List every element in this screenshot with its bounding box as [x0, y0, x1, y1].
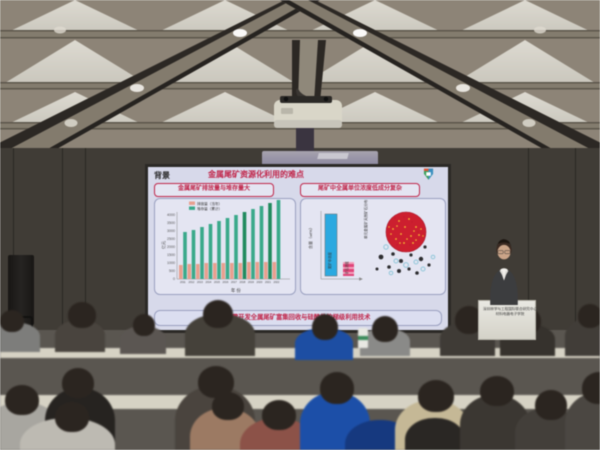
svg-text:2022: 2022 [274, 280, 280, 284]
svg-text:4000: 4000 [167, 213, 175, 217]
svg-text:1000: 1000 [167, 261, 175, 265]
svg-text:0: 0 [173, 277, 175, 281]
svg-text:2021: 2021 [265, 280, 271, 284]
svg-text:2500: 2500 [167, 237, 175, 241]
svg-text:矿石浓度: 矿石浓度 [344, 260, 349, 274]
svg-text:2012: 2012 [189, 280, 195, 284]
svg-text:2017: 2017 [231, 280, 237, 284]
svg-text:2016: 2016 [223, 280, 229, 284]
svg-text:2015: 2015 [214, 280, 220, 284]
svg-text:2018: 2018 [240, 280, 246, 284]
svg-text:2014: 2014 [206, 280, 212, 284]
svg-text:2013: 2013 [197, 280, 203, 284]
svg-text:尾矿中浓度: 尾矿中浓度 [327, 251, 332, 269]
svg-text:1500: 1500 [167, 253, 175, 257]
svg-text:含量（wt%）: 含量（wt%） [307, 225, 313, 249]
svg-text:2020: 2020 [257, 280, 263, 284]
svg-text:3500: 3500 [167, 221, 175, 225]
svg-text:2011: 2011 [180, 280, 186, 284]
svg-text:2000: 2000 [167, 245, 175, 249]
svg-text:500: 500 [169, 269, 175, 273]
svg-text:2019: 2019 [248, 280, 254, 284]
svg-text:堆存量（累计）: 堆存量（累计） [197, 206, 222, 211]
svg-text:单元金属矿天然矿石分布: 单元金属矿天然矿石分布 [363, 199, 368, 239]
svg-text:3000: 3000 [167, 229, 175, 233]
svg-text:排放量（当年）: 排放量（当年） [197, 201, 222, 206]
svg-text:年 份: 年 份 [231, 287, 241, 294]
svg-text:亿元: 亿元 [160, 241, 166, 249]
